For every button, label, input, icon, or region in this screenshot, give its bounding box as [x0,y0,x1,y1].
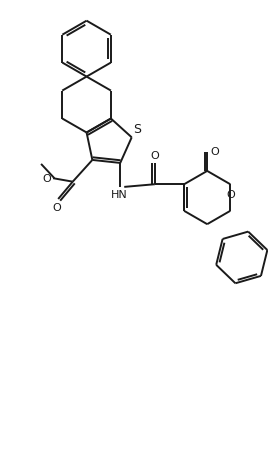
Text: HN: HN [111,190,128,200]
Text: O: O [52,203,61,213]
Text: O: O [226,190,235,200]
Text: O: O [210,147,219,157]
Text: O: O [150,151,159,161]
Text: O: O [42,174,51,184]
Text: S: S [134,123,141,136]
